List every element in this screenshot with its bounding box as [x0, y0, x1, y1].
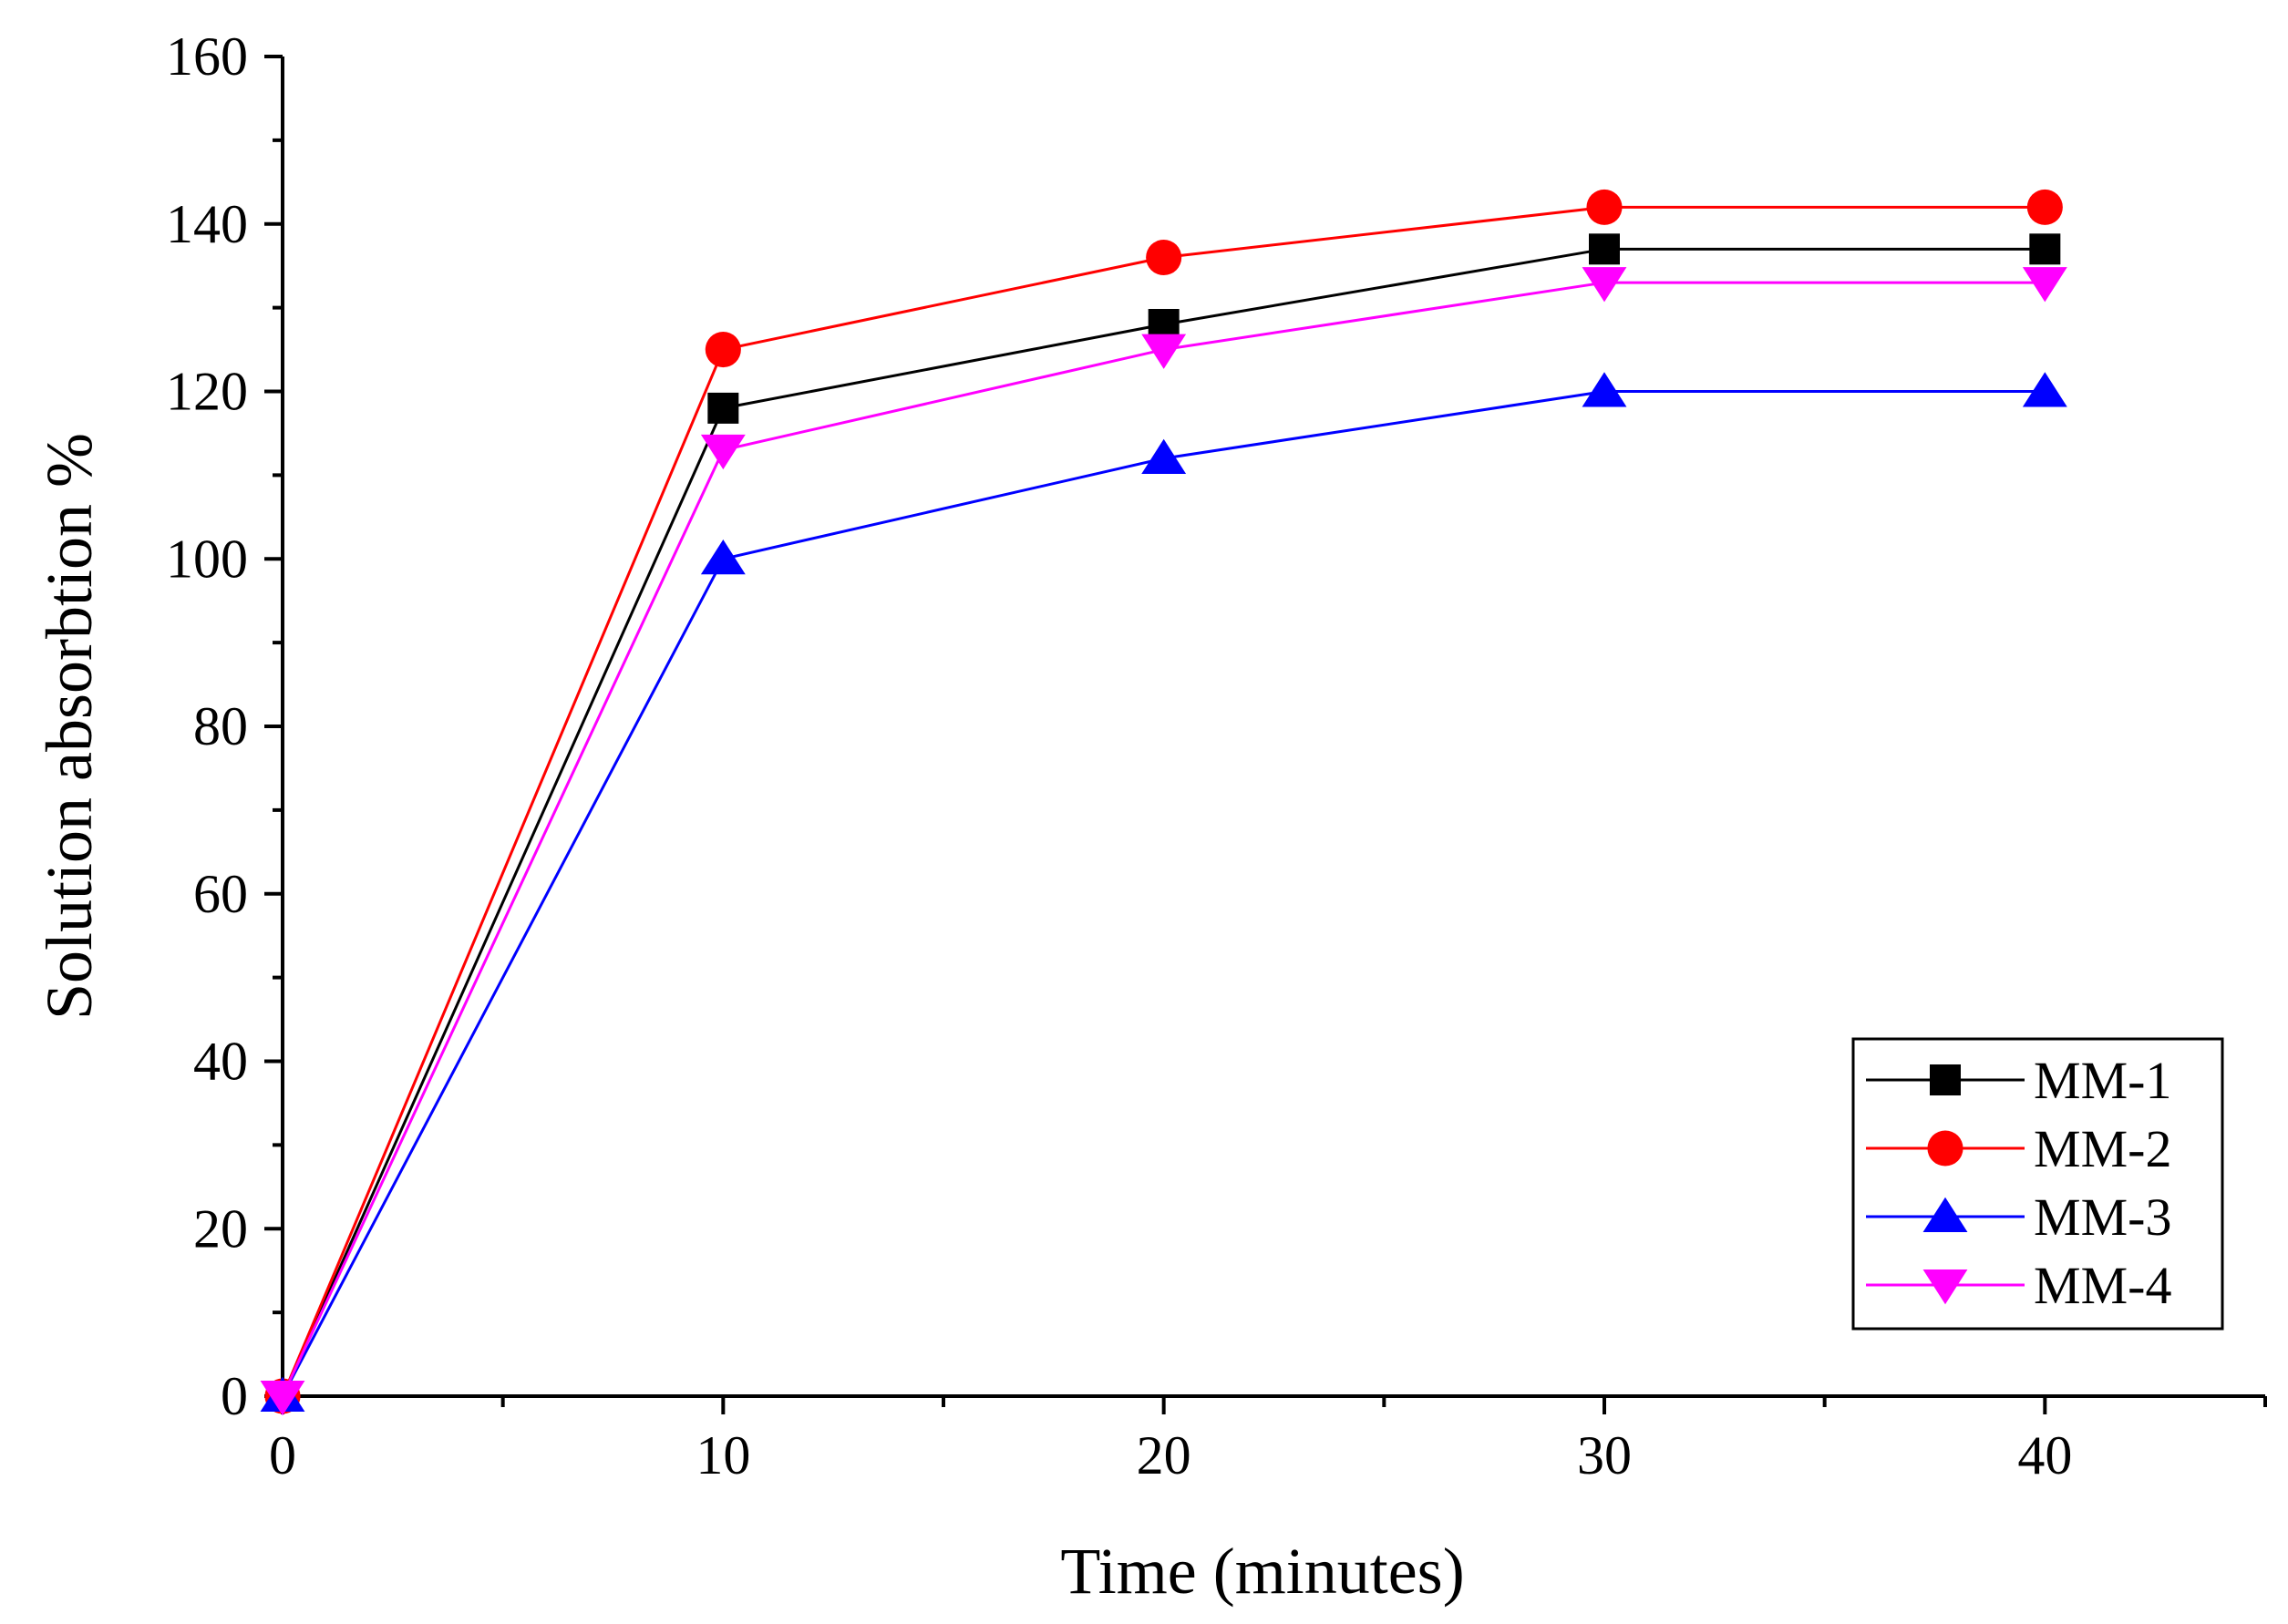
series-layer — [260, 189, 2067, 1416]
data-point — [2022, 372, 2067, 407]
data-point — [2029, 233, 2061, 265]
x-tick-label: 30 — [1577, 1425, 1632, 1485]
series-mm-4 — [260, 267, 2067, 1416]
y-tick-label: 100 — [166, 529, 248, 589]
series-mm-1 — [267, 233, 2061, 1412]
legend-marker — [1930, 1064, 1961, 1095]
series-mm-2 — [264, 189, 2063, 1414]
legend-label: MM-2 — [2034, 1119, 2171, 1178]
legend-item: MM-2 — [1866, 1119, 2171, 1178]
legend-box — [1851, 1037, 2224, 1331]
data-point — [705, 332, 741, 368]
y-tick-label: 120 — [166, 362, 248, 422]
y-tick-label: 80 — [193, 696, 248, 756]
series-line — [281, 390, 2046, 1397]
data-point — [1582, 372, 1627, 407]
legend-label: MM-3 — [2034, 1187, 2171, 1247]
series-line — [281, 247, 2046, 1397]
legend-item: MM-1 — [1866, 1051, 2171, 1110]
y-tick-label: 160 — [166, 26, 248, 87]
x-tick-label: 20 — [1137, 1425, 1191, 1485]
legend-item: MM-3 — [1866, 1187, 2171, 1247]
x-tick-label: 10 — [696, 1425, 750, 1485]
data-point — [1589, 233, 1620, 265]
series-mm-3 — [260, 372, 2067, 1412]
data-point — [1141, 334, 1187, 369]
y-tick-label: 0 — [221, 1366, 248, 1426]
x-axis-title: Time (minutes) — [1060, 1535, 1464, 1608]
data-point — [2022, 267, 2067, 303]
y-axis-title: Solution absorbtion % — [33, 433, 106, 1020]
data-point — [2026, 189, 2063, 225]
data-point — [700, 434, 746, 470]
data-point — [1582, 267, 1627, 303]
legend: MM-1 MM-2 MM-3 MM-4 — [1851, 1037, 2224, 1331]
data-point — [1146, 239, 1182, 276]
data-point — [1586, 189, 1623, 225]
legend-label: MM-4 — [2034, 1256, 2171, 1315]
y-tick-label: 20 — [193, 1198, 248, 1259]
x-tick-label: 0 — [269, 1425, 296, 1485]
data-point — [707, 392, 739, 424]
data-point — [260, 1381, 305, 1416]
legend-marker — [1922, 1269, 1968, 1305]
legend-label: MM-1 — [2034, 1051, 2171, 1110]
legend-marker — [1922, 1197, 1968, 1232]
legend-item: MM-4 — [1866, 1256, 2171, 1315]
axes: 0 20 40 60 80 100 120 140 160 0 10 20 30 40 — [166, 26, 2267, 1485]
y-tick-label: 40 — [193, 1032, 248, 1092]
legend-marker — [1927, 1130, 1963, 1167]
x-tick-label: 40 — [2017, 1425, 2072, 1485]
y-tick-label: 140 — [166, 194, 248, 254]
data-point — [1141, 438, 1187, 474]
data-point — [700, 540, 746, 575]
y-tick-label: 60 — [193, 864, 248, 924]
